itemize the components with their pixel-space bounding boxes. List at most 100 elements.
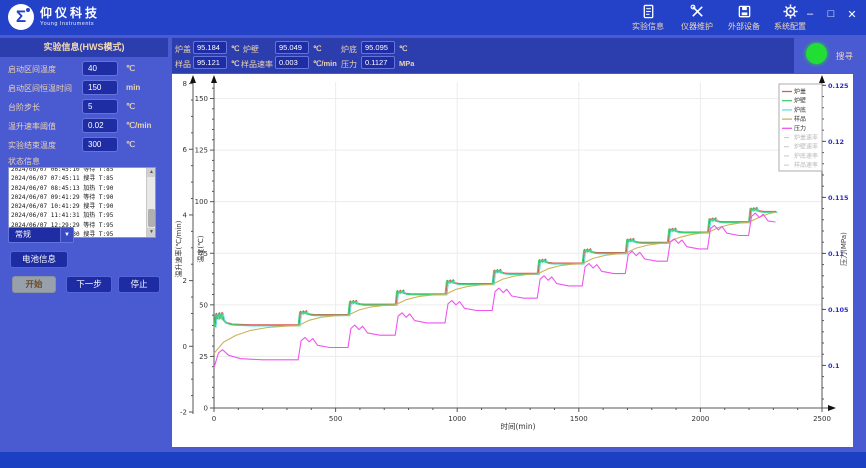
svg-text:0.105: 0.105 bbox=[828, 306, 849, 314]
furnace-lid-unit: ℃ bbox=[231, 44, 240, 53]
svg-text:0.1: 0.1 bbox=[828, 362, 840, 370]
nav-label: 系统配置 bbox=[774, 22, 806, 31]
field-label: 台阶步长 bbox=[8, 103, 40, 112]
furnace-wall-label: 炉壁 bbox=[243, 45, 259, 54]
svg-text:150: 150 bbox=[195, 95, 208, 103]
pressure-unit: MPa bbox=[399, 59, 415, 68]
svg-text:0.11: 0.11 bbox=[828, 250, 845, 258]
log-line: 2024/06/07 12:29:29 等待 T:95 bbox=[11, 221, 114, 229]
nav-instrument-maintenance[interactable]: 仪器维护 bbox=[671, 4, 723, 32]
start-temperature-input[interactable]: 40 bbox=[82, 61, 118, 76]
pressure-label: 压力 bbox=[341, 60, 357, 69]
status-log-list[interactable]: 2024/06/07 06:45:10 等待 T:85 2024/06/07 0… bbox=[8, 167, 156, 238]
svg-text:压力(MPa): 压力(MPa) bbox=[839, 232, 848, 266]
title-bar: Σ 仰仪科技 Young Instruments 实验信息 仪器维护 外部设备 … bbox=[0, 0, 866, 35]
furnace-bottom-value[interactable]: 95.095 bbox=[361, 41, 395, 54]
battery-info-button[interactable]: 电池信息 bbox=[10, 251, 68, 268]
tools-icon bbox=[671, 4, 723, 19]
close-button[interactable]: ✕ bbox=[847, 9, 857, 21]
brand-subtitle: Young Instruments bbox=[40, 21, 95, 27]
logo-dot bbox=[26, 8, 30, 12]
furnace-lid-label: 炉盖 bbox=[175, 45, 191, 54]
scroll-up-icon[interactable]: ▲ bbox=[147, 168, 155, 177]
brand-name: 仰仪科技 bbox=[40, 6, 101, 20]
svg-text:0: 0 bbox=[212, 415, 216, 423]
log-line: 2024/06/07 06:45:10 等待 T:85 bbox=[11, 167, 114, 173]
field-unit: ℃/min bbox=[126, 121, 152, 130]
svg-text:125: 125 bbox=[195, 147, 208, 155]
sample-unit: ℃ bbox=[231, 59, 240, 68]
furnace-wall-value[interactable]: 95.049 bbox=[275, 41, 309, 54]
status-info-label: 状态信息 bbox=[8, 157, 40, 166]
maximize-button[interactable]: □ bbox=[827, 8, 835, 20]
window-controls: – □ ✕ bbox=[804, 8, 858, 21]
svg-text:25: 25 bbox=[199, 353, 208, 361]
nav-label: 实验信息 bbox=[632, 22, 664, 31]
sample-value[interactable]: 95.121 bbox=[193, 56, 227, 69]
nav-label: 仪器维护 bbox=[681, 22, 713, 31]
field-label: 温升速率阈值 bbox=[8, 122, 56, 131]
log-line: 2024/06/07 11:41:31 加热 T:95 bbox=[11, 212, 114, 220]
field-label: 启动区间温度 bbox=[8, 65, 56, 74]
end-temperature-input[interactable]: 300 bbox=[82, 137, 118, 152]
svg-text:4: 4 bbox=[183, 211, 188, 219]
field-unit: ℃ bbox=[126, 140, 135, 149]
svg-text:炉壁速率: 炉壁速率 bbox=[794, 143, 818, 151]
svg-text:炉盖速率: 炉盖速率 bbox=[794, 134, 818, 142]
next-step-button[interactable]: 下一步 bbox=[66, 276, 112, 293]
device-icon bbox=[718, 4, 770, 19]
svg-text:炉壁: 炉壁 bbox=[794, 97, 806, 105]
log-line: 2024/06/07 09:41:29 等待 T:90 bbox=[11, 193, 114, 201]
nav-external-devices[interactable]: 外部设备 bbox=[718, 4, 770, 32]
svg-text:0.12: 0.12 bbox=[828, 138, 844, 146]
nav-experiment-info[interactable]: 实验信息 bbox=[622, 4, 674, 32]
svg-text:压力: 压力 bbox=[794, 124, 806, 132]
field-start-temperature: 启动区间温度 40 ℃ bbox=[0, 61, 168, 76]
svg-text:2: 2 bbox=[183, 277, 187, 285]
field-unit: ℃ bbox=[126, 64, 135, 73]
mode-select[interactable]: 常规 ▼ bbox=[8, 227, 74, 243]
nav-label: 外部设备 bbox=[728, 22, 760, 31]
start-button[interactable]: 开始 bbox=[12, 276, 56, 293]
log-line: 2024/06/07 08:45:13 加热 T:90 bbox=[11, 184, 114, 192]
pressure-value[interactable]: 0.1127 bbox=[361, 56, 395, 69]
svg-text:炉盖: 炉盖 bbox=[794, 88, 806, 96]
svg-text:样品: 样品 bbox=[794, 115, 806, 123]
field-unit: min bbox=[126, 83, 141, 92]
svg-text:0: 0 bbox=[204, 405, 208, 413]
start-hold-time-input[interactable]: 150 bbox=[82, 80, 118, 95]
scroll-down-icon[interactable]: ▼ bbox=[147, 228, 155, 237]
svg-text:-2: -2 bbox=[180, 409, 187, 417]
svg-text:0.125: 0.125 bbox=[828, 82, 849, 90]
furnace-bottom-label: 炉底 bbox=[341, 45, 357, 54]
svg-text:样品速率: 样品速率 bbox=[794, 161, 818, 169]
status-indicator-dot bbox=[806, 43, 827, 64]
furnace-bottom-unit: ℃ bbox=[399, 44, 408, 53]
scrollbar-thumb[interactable] bbox=[148, 209, 155, 227]
chart-canvas[interactable]: 0 25 50 75 100 125 150 -2 0 2 4 6 8 0.1 0.105 0.11 0.115… bbox=[172, 74, 853, 447]
gear-icon bbox=[764, 4, 816, 19]
sidebar-header: 实验信息(HWS模式) bbox=[0, 38, 168, 57]
document-icon bbox=[622, 4, 674, 19]
log-scrollbar[interactable]: ▲ ▼ bbox=[146, 168, 155, 237]
nav-system-config[interactable]: 系统配置 bbox=[764, 4, 816, 32]
stop-button[interactable]: 停止 bbox=[118, 276, 160, 293]
sample-label: 样品 bbox=[175, 60, 191, 69]
sample-rate-unit: ℃/min bbox=[313, 59, 337, 68]
svg-text:温升速率(℃/min): 温升速率(℃/min) bbox=[174, 220, 183, 277]
trend-chart[interactable]: 0 25 50 75 100 125 150 -2 0 2 4 6 8 0.1 0.105 0.11 0.115… bbox=[172, 74, 853, 447]
sample-rate-value[interactable]: 0.003 bbox=[275, 56, 309, 69]
svg-text:6: 6 bbox=[183, 146, 188, 154]
field-end-temperature: 实验结束温度 300 ℃ bbox=[0, 137, 168, 152]
rate-threshold-input[interactable]: 0.02 bbox=[82, 118, 118, 133]
furnace-lid-value[interactable]: 95.184 bbox=[193, 41, 227, 54]
mode-select-value: 常规 bbox=[15, 230, 31, 239]
log-line: 2024/06/07 10:41:29 搜寻 T:90 bbox=[11, 203, 114, 211]
svg-text:2500: 2500 bbox=[813, 415, 831, 423]
minimize-button[interactable]: – bbox=[806, 8, 814, 20]
step-size-input[interactable]: 5 bbox=[82, 99, 118, 114]
svg-text:1500: 1500 bbox=[570, 415, 588, 423]
svg-text:75: 75 bbox=[199, 250, 208, 258]
app-logo: Σ bbox=[8, 4, 34, 30]
footer-bar bbox=[0, 452, 866, 468]
